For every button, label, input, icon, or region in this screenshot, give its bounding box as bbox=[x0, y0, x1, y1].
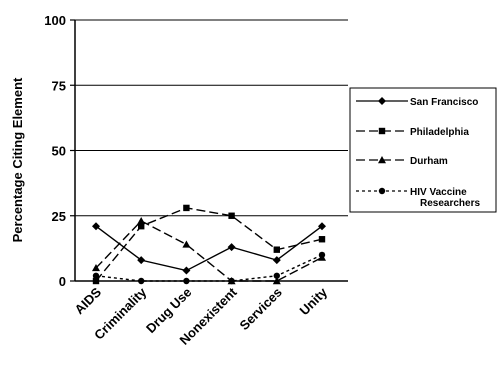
data-point bbox=[273, 272, 280, 279]
data-point bbox=[92, 222, 100, 231]
legend-label: HIV Vaccine Researchers bbox=[410, 187, 480, 209]
legend-marker bbox=[378, 187, 386, 195]
data-point bbox=[318, 222, 326, 231]
y-tick-label: 100 bbox=[44, 13, 66, 28]
gridlines bbox=[75, 19, 348, 217]
series-line bbox=[95, 207, 323, 282]
legend-entry: Durham bbox=[356, 156, 448, 167]
data-point bbox=[138, 222, 145, 230]
data-point bbox=[272, 277, 281, 285]
series-1 bbox=[92, 204, 326, 285]
data-point bbox=[318, 251, 326, 259]
legend-entry: Philadelphia bbox=[356, 127, 469, 138]
series-0 bbox=[92, 222, 326, 275]
y-axis-title: Percentage Citing Element bbox=[10, 77, 25, 242]
data-point bbox=[137, 216, 146, 225]
data-point bbox=[182, 240, 191, 248]
y-tick-label: 25 bbox=[52, 209, 66, 224]
y-tick-label: 0 bbox=[59, 274, 66, 289]
series bbox=[92, 204, 326, 285]
series-line bbox=[95, 254, 323, 282]
legend-entry: HIV Vaccine Researchers bbox=[356, 187, 480, 209]
data-point bbox=[273, 246, 280, 253]
legend-marker bbox=[378, 127, 386, 135]
legend-entry: San Francisco bbox=[356, 97, 478, 108]
data-point bbox=[183, 277, 190, 285]
data-point bbox=[92, 272, 100, 279]
data-point bbox=[182, 266, 191, 275]
data-point bbox=[318, 236, 326, 243]
series-line bbox=[95, 225, 323, 272]
legend-label: Durham bbox=[410, 156, 448, 167]
data-point bbox=[137, 256, 146, 265]
legend-label: Philadelphia bbox=[410, 127, 469, 138]
series-line bbox=[95, 220, 323, 282]
y-tick-labels: 0 25 50 75 100 bbox=[44, 13, 66, 289]
x-tick-label: Services bbox=[236, 285, 284, 333]
x-tick-label: Unity bbox=[297, 284, 331, 318]
data-point bbox=[183, 204, 190, 212]
legend-marker bbox=[378, 156, 386, 164]
data-point bbox=[138, 277, 145, 285]
x-tick-label: AIDS bbox=[72, 284, 105, 317]
series-2 bbox=[92, 216, 326, 285]
legend: San Francisco Philadelphia Durham HIV Vacci… bbox=[349, 87, 497, 213]
y-tick-label: 75 bbox=[52, 78, 66, 93]
data-point bbox=[227, 243, 236, 252]
series-3 bbox=[92, 251, 326, 285]
data-point bbox=[92, 277, 100, 285]
data-point bbox=[228, 277, 235, 285]
legend-label: San Francisco bbox=[410, 97, 478, 108]
data-point bbox=[272, 256, 281, 265]
data-point bbox=[92, 263, 100, 272]
data-point bbox=[228, 212, 235, 219]
y-tick-label: 50 bbox=[52, 144, 66, 159]
legend-marker bbox=[378, 97, 386, 105]
